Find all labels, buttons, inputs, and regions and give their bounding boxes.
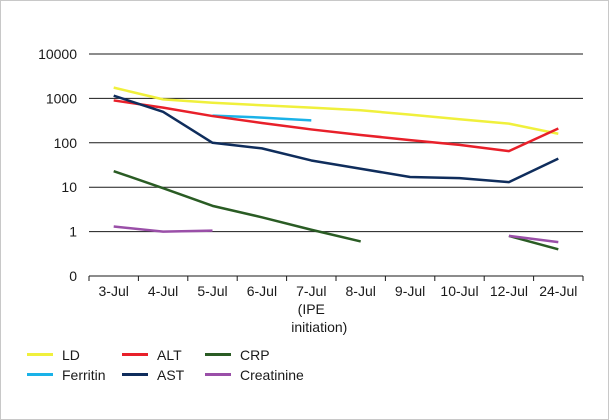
x-tick-label: 4-Jul (148, 283, 178, 299)
series-line-ast (113, 94, 559, 184)
legend-label: Creatinine (240, 366, 304, 383)
series-line-ferritin (212, 114, 312, 122)
legend-item: AST (122, 366, 205, 383)
series-line-creatinine (113, 225, 559, 244)
legend-item: Creatinine (205, 366, 345, 383)
legend-label: AST (157, 366, 185, 383)
legend-swatch (122, 353, 148, 356)
x-tick-label: 7-Jul (296, 283, 326, 299)
x-tick-label: 6-Jul (247, 283, 277, 299)
x-tick-label: 5-Jul (197, 283, 227, 299)
x-tick-label: 8-Jul (346, 283, 376, 299)
x-tick-label: 9-Jul (395, 283, 425, 299)
legend-swatch (27, 373, 53, 376)
legend-item: Ferritin (27, 366, 122, 383)
x-tick-label: 3-Jul (99, 283, 129, 299)
legend-item: CRP (205, 346, 345, 363)
series-line-ld (113, 86, 559, 135)
y-tick-label: 100 (54, 135, 78, 151)
series-line-crp (113, 169, 559, 251)
legend-item: ALT (122, 346, 205, 363)
y-tick-label: 10 (61, 179, 77, 195)
x-tick-label: 12-Jul (490, 283, 528, 299)
x-tick-label: 10-Jul (440, 283, 478, 299)
y-tick-label: 0 (69, 268, 77, 284)
series-line-alt (113, 99, 559, 153)
legend-label: Ferritin (62, 366, 106, 383)
legend-label: CRP (240, 346, 270, 363)
x-tick-sublabel: (IPE (298, 301, 325, 317)
x-tick-label: 24-Jul (539, 283, 577, 299)
legend-item: LD (27, 346, 122, 363)
legend-swatch (122, 373, 148, 376)
x-tick-sublabel: initiation) (291, 319, 347, 335)
y-tick-label: 1000 (46, 90, 77, 106)
legend-swatch (205, 353, 231, 356)
chart-legend: LD ALT CRP Ferritin AST Creatinine (27, 346, 345, 383)
legend-label: LD (62, 346, 80, 363)
y-tick-label: 1 (69, 224, 77, 240)
legend-swatch (27, 353, 53, 356)
legend-label: ALT (157, 346, 182, 363)
y-tick-label: 10000 (38, 46, 77, 62)
legend-swatch (205, 373, 231, 376)
